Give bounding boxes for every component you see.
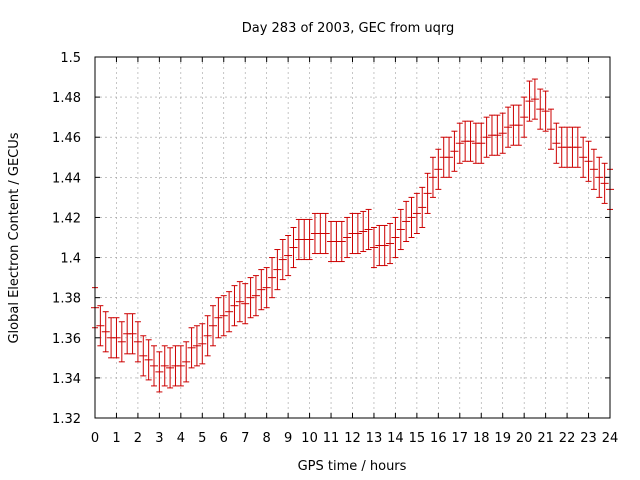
x-tick-label: 1 (112, 431, 120, 446)
x-tick-label: 9 (284, 431, 292, 446)
x-tick-label: 22 (559, 431, 576, 446)
y-axis-ticks: 1.32 1.34 1.36 1.38 1.4 1.42 1.44 1.46 1.48 1.5 (52, 51, 610, 427)
y-tick-label: 1.38 (52, 292, 81, 307)
x-tick-label: 20 (516, 431, 533, 446)
y-tick-label: 1.46 (52, 131, 81, 146)
y-tick-label: 1.5 (60, 51, 81, 66)
x-tick-label: 24 (602, 431, 619, 446)
x-tick-label: 10 (301, 431, 318, 446)
x-tick-label: 3 (155, 431, 163, 446)
y-tick-label: 1.32 (52, 412, 81, 427)
x-tick-label: 6 (220, 431, 228, 446)
x-tick-label: 4 (177, 431, 185, 446)
y-tick-label: 1.48 (52, 91, 81, 106)
chart-title: Day 283 of 2003, GEC from uqrg (242, 21, 455, 36)
x-tick-label: 17 (452, 431, 469, 446)
x-tick-label: 18 (473, 431, 490, 446)
y-tick-label: 1.34 (52, 372, 81, 387)
x-tick-label: 13 (366, 431, 383, 446)
x-tick-label: 14 (387, 431, 404, 446)
x-tick-label: 11 (323, 431, 340, 446)
y-tick-label: 1.36 (52, 332, 81, 347)
x-tick-label: 21 (537, 431, 554, 446)
error-bars (92, 78, 613, 393)
x-tick-label: 2 (134, 431, 142, 446)
y-tick-label: 1.4 (60, 252, 81, 267)
x-tick-label: 19 (494, 431, 511, 446)
x-tick-label: 7 (241, 431, 249, 446)
y-tick-label: 1.44 (52, 171, 81, 186)
x-tick-label: 0 (91, 431, 99, 446)
x-tick-label: 16 (430, 431, 447, 446)
x-tick-label: 23 (580, 431, 597, 446)
x-tick-label: 5 (198, 431, 206, 446)
x-tick-label: 8 (263, 431, 271, 446)
x-axis-ticks: 0 1 2 3 4 5 6 7 8 9 10 11 12 13 14 15 16 17 18 19 20 21 22 23 24 (91, 57, 618, 446)
x-tick-label: 15 (409, 431, 426, 446)
y-axis-label: Global Electron Content / GECUs (7, 132, 22, 343)
y-tick-label: 1.42 (52, 211, 81, 226)
x-tick-label: 12 (344, 431, 361, 446)
x-axis-label: GPS time / hours (298, 459, 407, 474)
data-points (91, 98, 614, 373)
